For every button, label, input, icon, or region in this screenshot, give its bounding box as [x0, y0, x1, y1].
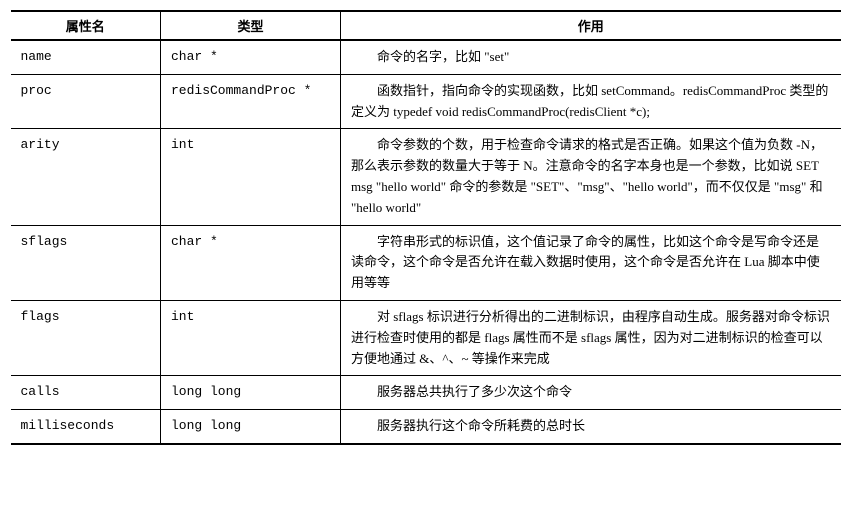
table-row: proc redisCommandProc * 函数指针，指向命令的实现函数，比…: [11, 74, 841, 129]
cell-type: redisCommandProc *: [161, 74, 341, 129]
cell-name: arity: [11, 129, 161, 225]
cell-name: calls: [11, 376, 161, 410]
cell-desc: 服务器总共执行了多少次这个命令: [341, 376, 841, 410]
cell-name: proc: [11, 74, 161, 129]
table-row: flags int 对 sflags 标识进行分析得出的二进制标识，由程序自动生…: [11, 300, 841, 375]
cell-desc: 函数指针，指向命令的实现函数，比如 setCommand。redisComman…: [341, 74, 841, 129]
cell-type: long long: [161, 376, 341, 410]
table-row: arity int 命令参数的个数，用于检查命令请求的格式是否正确。如果这个值为…: [11, 129, 841, 225]
cell-desc: 对 sflags 标识进行分析得出的二进制标识，由程序自动生成。服务器对命令标识…: [341, 300, 841, 375]
table-row: name char * 命令的名字，比如 "set": [11, 40, 841, 74]
cell-type: long long: [161, 410, 341, 444]
cell-desc: 字符串形式的标识值，这个值记录了命令的属性，比如这个命令是写命令还是读命令，这个…: [341, 225, 841, 300]
header-type: 类型: [161, 11, 341, 40]
redis-command-table: 属性名 类型 作用 name char * 命令的名字，比如 "set" pro…: [11, 10, 841, 445]
cell-name: sflags: [11, 225, 161, 300]
cell-type: char *: [161, 40, 341, 74]
cell-type: int: [161, 300, 341, 375]
cell-name: flags: [11, 300, 161, 375]
header-attr-name: 属性名: [11, 11, 161, 40]
table-row: milliseconds long long 服务器执行这个命令所耗费的总时长: [11, 410, 841, 444]
cell-type: char *: [161, 225, 341, 300]
cell-desc: 命令参数的个数，用于检查命令请求的格式是否正确。如果这个值为负数 -N，那么表示…: [341, 129, 841, 225]
cell-name: milliseconds: [11, 410, 161, 444]
table-row: calls long long 服务器总共执行了多少次这个命令: [11, 376, 841, 410]
table-header-row: 属性名 类型 作用: [11, 11, 841, 40]
cell-type: int: [161, 129, 341, 225]
header-desc: 作用: [341, 11, 841, 40]
table-container: 属性名 类型 作用 name char * 命令的名字，比如 "set" pro…: [11, 10, 841, 445]
cell-desc: 命令的名字，比如 "set": [341, 40, 841, 74]
cell-name: name: [11, 40, 161, 74]
cell-desc: 服务器执行这个命令所耗费的总时长: [341, 410, 841, 444]
table-row: sflags char * 字符串形式的标识值，这个值记录了命令的属性，比如这个…: [11, 225, 841, 300]
